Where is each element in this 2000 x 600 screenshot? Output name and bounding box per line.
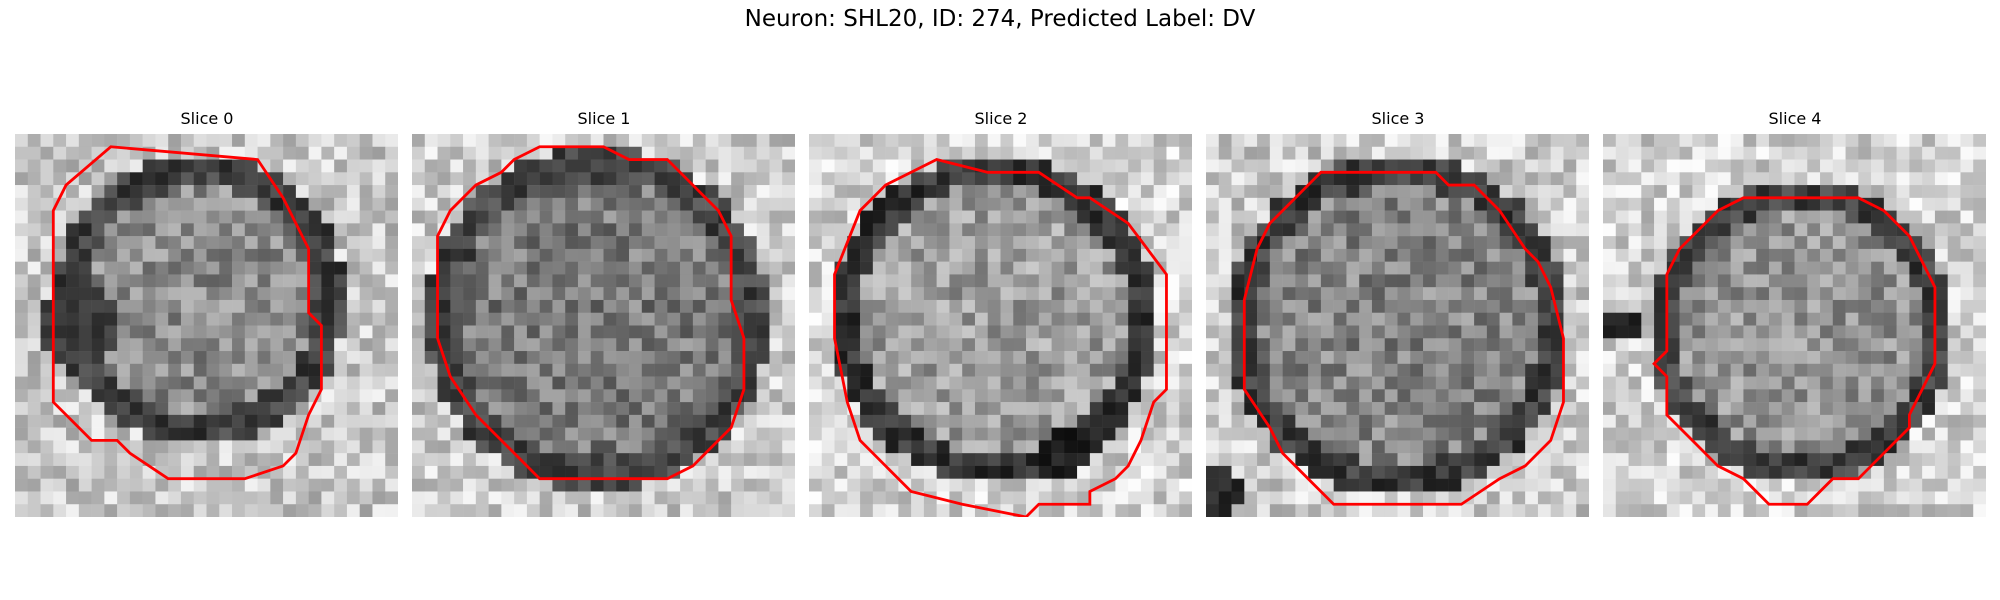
slice-panel-1: Slice 1	[412, 108, 796, 517]
segmentation-contour	[1242, 170, 1565, 506]
slice-title-4: Slice 4	[1768, 109, 1822, 128]
segmentation-contour	[1652, 196, 1937, 506]
slice-panel-0: Slice 0	[15, 108, 399, 517]
slice-title-0: Slice 0	[180, 109, 234, 128]
segmentation-contour	[833, 158, 1168, 517]
slice-panel-4: Slice 4	[1603, 108, 1987, 517]
slice-title-2: Slice 2	[974, 109, 1028, 128]
segmentation-contour	[436, 145, 746, 481]
slice-panel-2: Slice 2	[809, 108, 1193, 517]
slice-image-1	[412, 134, 795, 517]
slice-image-0	[15, 134, 398, 517]
slice-title-3: Slice 3	[1371, 109, 1425, 128]
slice-panel-3: Slice 3	[1206, 108, 1590, 517]
slice-title-1: Slice 1	[577, 109, 631, 128]
slice-image-4	[1603, 134, 1986, 517]
segmentation-contour	[51, 145, 323, 481]
figure-title: Neuron: SHL20, ID: 274, Predicted Label:…	[744, 6, 1256, 32]
slice-image-2	[809, 134, 1192, 517]
slice-image-3	[1206, 134, 1589, 517]
